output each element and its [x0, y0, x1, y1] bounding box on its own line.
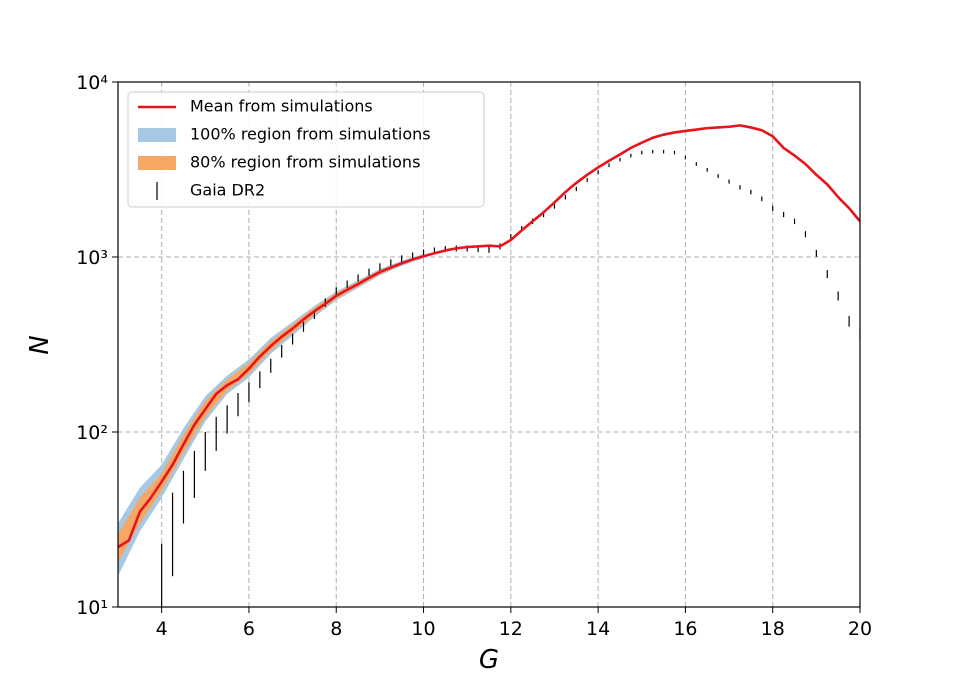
y-tick-label: 10²: [76, 422, 108, 444]
x-tick-label: 8: [330, 618, 342, 640]
legend-box: [127, 91, 485, 208]
x-tick-label: 10: [411, 618, 435, 640]
ticks: 4 6 8 10 12 14 16 18 20 10¹ 10² 10³ 10⁴: [76, 72, 872, 640]
x-tick-label: 4: [156, 618, 168, 640]
y-axis-label: N: [25, 335, 55, 354]
x-tick-label: 12: [499, 618, 523, 640]
axes-frame: [117, 81, 861, 608]
legend-label: 80% region from simulations: [190, 153, 420, 172]
x-tick-label: 16: [673, 618, 697, 640]
legend: Mean from simulations 100% region from si…: [127, 91, 485, 208]
y-tick-label: 10⁴: [76, 72, 108, 94]
legend-label: Mean from simulations: [190, 97, 373, 116]
y-tick-label: 10³: [76, 247, 108, 269]
legend-label: Gaia DR2: [190, 181, 265, 200]
x-axis-label: G: [479, 645, 499, 675]
x-tick-label: 14: [586, 618, 610, 640]
legend-swatch: [138, 128, 176, 142]
plot-area: [118, 124, 860, 607]
y-tick-label: 10¹: [76, 597, 108, 619]
x-tick-label: 18: [761, 618, 785, 640]
x-tick-label: 20: [848, 618, 872, 640]
x-tick-label: 6: [243, 618, 255, 640]
mean-line: [118, 124, 860, 549]
legend-swatch: [138, 156, 176, 170]
legend-label: 100% region from simulations: [190, 125, 431, 144]
